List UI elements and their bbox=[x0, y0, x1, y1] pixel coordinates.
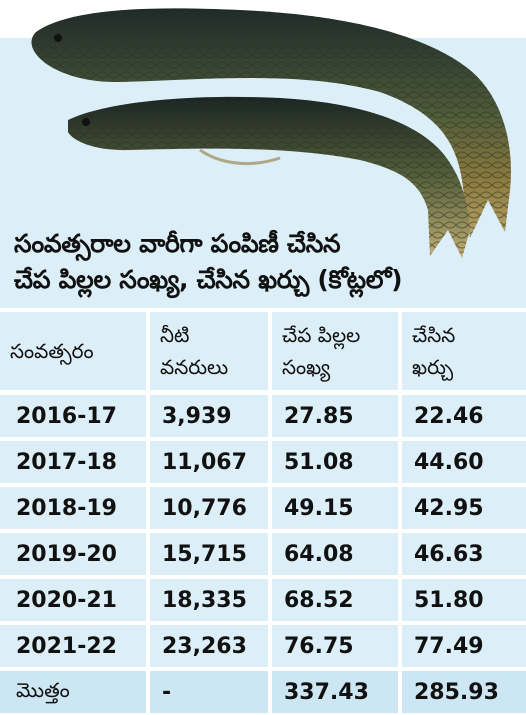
table-row: 2018-19 10,776 49.15 42.95 bbox=[0, 485, 526, 533]
title-line-1: సంవత్సరాల వారీగా పంపిణీ చేసిన bbox=[14, 229, 341, 258]
cell-fingerling-count: 27.85 bbox=[270, 392, 402, 441]
cell-expenditure: 46.63 bbox=[400, 531, 526, 579]
table-row: 2016-17 3,939 27.85 22.46 bbox=[0, 392, 526, 441]
cell-year: 2019-20 bbox=[0, 531, 150, 579]
infographic-title: సంవత్సరాల వారీగా పంపిణీ చేసిన చేప పిల్లల… bbox=[14, 226, 514, 298]
header-year: సంవత్సరం bbox=[0, 312, 150, 395]
header-expenditure-line-2: ఖర్చు bbox=[412, 355, 454, 379]
cell-fingerling-count: 51.08 bbox=[270, 439, 402, 487]
cell-year: 2016-17 bbox=[0, 392, 150, 441]
cell-fingerling-count: 49.15 bbox=[270, 485, 402, 533]
cell-fingerling-count: 76.75 bbox=[270, 623, 402, 671]
header-fingerling-count: చేప పిల్లల సంఖ్య bbox=[270, 312, 402, 395]
cell-water-bodies: 3,939 bbox=[148, 392, 272, 441]
cell-total-label: మొత్తం bbox=[0, 669, 150, 715]
cell-expenditure: 51.80 bbox=[400, 577, 526, 625]
title-line-2: చేప పిల్లల సంఖ్య, చేసిన ఖర్చు (కోట్లలో) bbox=[14, 265, 403, 294]
fish-illustration bbox=[31, 8, 511, 258]
header-water-bodies-line-1: నీటి bbox=[160, 323, 190, 347]
table-header-row: సంవత్సరం నీటి వనరులు చేప పిల్లల సంఖ్య చే… bbox=[0, 312, 526, 395]
cell-expenditure: 42.95 bbox=[400, 485, 526, 533]
table-row: 2020-21 18,335 68.52 51.80 bbox=[0, 577, 526, 625]
cell-total-fingerling-count: 337.43 bbox=[270, 669, 402, 715]
header-water-bodies: నీటి వనరులు bbox=[148, 312, 272, 395]
cell-year: 2017-18 bbox=[0, 439, 150, 487]
header-year-line-1: సంవత్సరం bbox=[10, 339, 94, 363]
cell-water-bodies: 18,335 bbox=[148, 577, 272, 625]
data-table: సంవత్సరం నీటి వనరులు చేప పిల్లల సంఖ్య చే… bbox=[0, 312, 526, 715]
cell-water-bodies: 11,067 bbox=[148, 439, 272, 487]
table-row: 2021-22 23,263 76.75 77.49 bbox=[0, 623, 526, 671]
cell-water-bodies: 15,715 bbox=[148, 531, 272, 579]
table-row: 2019-20 15,715 64.08 46.63 bbox=[0, 531, 526, 579]
header-fingerling-count-line-1: చేప పిల్లల bbox=[282, 323, 361, 347]
cell-expenditure: 44.60 bbox=[400, 439, 526, 487]
cell-total-water-bodies: - bbox=[148, 669, 272, 715]
cell-expenditure: 77.49 bbox=[400, 623, 526, 671]
cell-year: 2021-22 bbox=[0, 623, 150, 671]
header-expenditure-line-1: చేసిన bbox=[412, 323, 456, 347]
lower-fish bbox=[68, 96, 470, 258]
header-water-bodies-line-2: వనరులు bbox=[160, 355, 229, 379]
cell-total-expenditure: 285.93 bbox=[400, 669, 526, 715]
cell-fingerling-count: 68.52 bbox=[270, 577, 402, 625]
cell-water-bodies: 10,776 bbox=[148, 485, 272, 533]
header-expenditure: చేసిన ఖర్చు bbox=[400, 312, 526, 395]
cell-expenditure: 22.46 bbox=[400, 392, 526, 441]
upper-fish bbox=[31, 8, 511, 238]
cell-year: 2018-19 bbox=[0, 485, 150, 533]
table-row: 2017-18 11,067 51.08 44.60 bbox=[0, 439, 526, 487]
cell-fingerling-count: 64.08 bbox=[270, 531, 402, 579]
cell-year: 2020-21 bbox=[0, 577, 150, 625]
table-total-row: మొత్తం - 337.43 285.93 bbox=[0, 669, 526, 715]
header-fingerling-count-line-2: సంఖ్య bbox=[282, 355, 331, 379]
cell-water-bodies: 23,263 bbox=[148, 623, 272, 671]
